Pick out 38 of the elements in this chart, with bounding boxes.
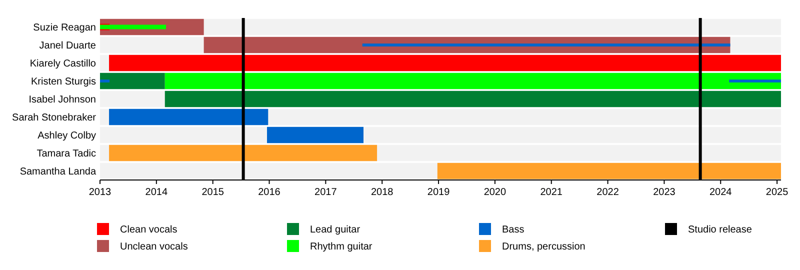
y-tick-label: Isabel Johnson [28, 94, 96, 106]
bar [100, 72, 165, 90]
y-tick-label: Kristen Sturgis [30, 76, 96, 88]
legend-label: Studio release [688, 224, 752, 236]
y-tick-label: Sarah Stonebraker [12, 112, 97, 124]
x-tick-label: 2015 [202, 187, 224, 198]
x-tick-label: 2019 [427, 187, 450, 198]
legend-label: Lead guitar [310, 224, 361, 236]
bar [267, 126, 364, 144]
x-tick-label: 2020 [484, 187, 507, 198]
y-tick-label: Samantha Landa [20, 166, 96, 178]
x-tick-label: 2022 [596, 187, 620, 198]
x-tick-label: 2018 [370, 187, 394, 198]
legend-label: Drums, percussion [502, 242, 586, 252]
legend-label: Bass [502, 224, 524, 236]
y-tick-label: Tamara Tadic [36, 148, 96, 160]
x-tick-label: 2013 [88, 187, 112, 198]
y-tick-label: Suzie Reagan [33, 22, 96, 34]
x-tick-label: 2025 [766, 187, 789, 198]
x-tick-label: 2016 [258, 187, 281, 198]
legend-label: Unclean vocals [120, 242, 188, 252]
bar [362, 44, 730, 46]
x-tick-label: 2023 [653, 187, 676, 198]
x-tick-label: 2014 [145, 187, 168, 198]
bar [100, 80, 110, 82]
x-tick-label: 2024 [710, 187, 732, 198]
x-tick-label: 2021 [540, 187, 563, 198]
bar [109, 54, 781, 72]
x-tick-label: 2017 [314, 187, 338, 198]
bar [109, 108, 268, 126]
y-tick-label: Janel Duarte [39, 40, 96, 52]
y-tick-label: Kiarely Castillo [30, 58, 96, 70]
legend-label: Clean vocals [120, 224, 178, 236]
y-tick-label: Ashley Colby [38, 130, 96, 142]
bar [100, 24, 166, 30]
bar [729, 80, 781, 82]
legend-label: Rhythm guitar [310, 242, 373, 252]
bar [164, 72, 781, 90]
